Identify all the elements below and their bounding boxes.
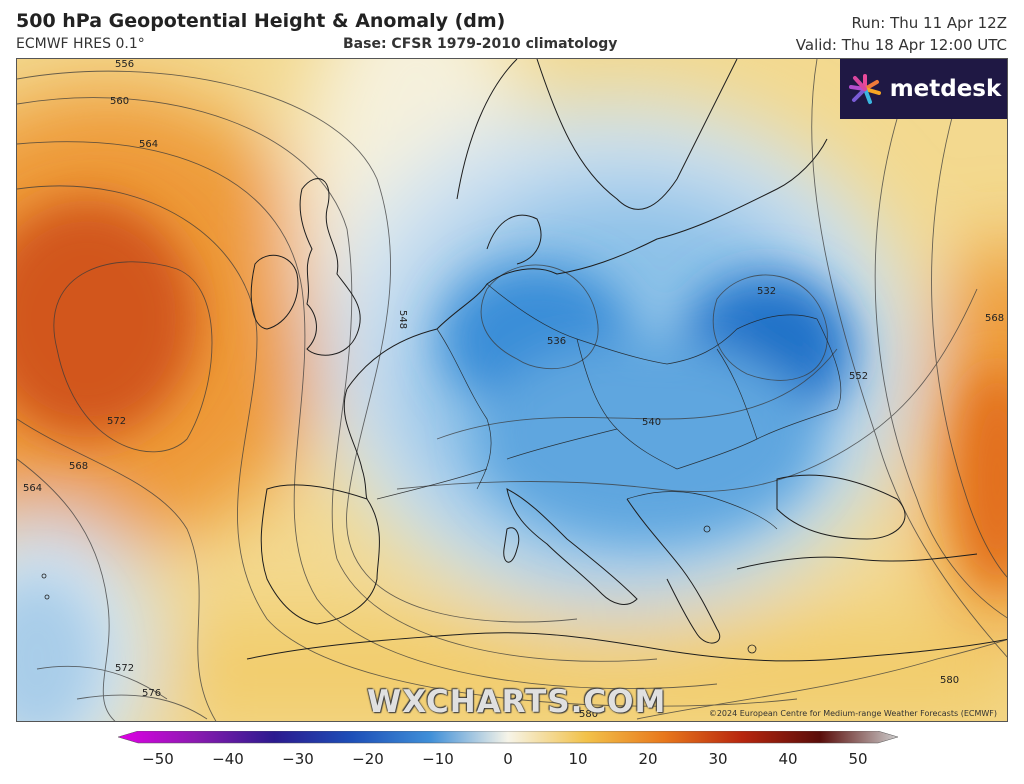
contour-label: 564: [23, 483, 42, 494]
map-canvas: 556 560 564 572 568 564 548 536 532 552 …: [17, 59, 1007, 721]
contour-label: 572: [107, 416, 126, 427]
colorbar-tick: −40: [212, 750, 244, 768]
model-name: ECMWF HRES 0.1°: [16, 36, 145, 52]
colorbar-tick: −10: [422, 750, 454, 768]
weather-map: 556 560 564 572 568 564 548 536 532 552 …: [16, 58, 1008, 722]
contour-label: 548: [397, 310, 408, 329]
contour-label: 540: [642, 417, 661, 428]
contour-label: 580: [579, 709, 598, 720]
run-time: Run: Thu 11 Apr 12Z: [851, 14, 1007, 32]
colorbar-tick: −50: [142, 750, 174, 768]
valid-time: Valid: Thu 18 Apr 12:00 UTC: [795, 36, 1007, 54]
metdesk-logo: metdesk: [840, 59, 1007, 119]
colorbar-tick: 10: [568, 750, 588, 768]
logo-text: metdesk: [889, 76, 1002, 102]
colorbar-tick: 20: [638, 750, 658, 768]
colorbar: −50 −40 −30 −20 −10 0 10 20 30 40 50: [117, 730, 899, 781]
watermark: WXCHARTS.COM: [367, 684, 667, 720]
contour-label: 576: [142, 688, 161, 699]
colorbar-tick: 30: [708, 750, 728, 768]
sparkle-icon: [848, 74, 881, 104]
colorbar-gradient: [117, 730, 899, 744]
colorbar-tick: −30: [282, 750, 314, 768]
anomaly-cores: [17, 199, 1007, 721]
contour-label: 560: [110, 96, 129, 107]
contour-label: 556: [115, 59, 134, 70]
colorbar-tick: −20: [352, 750, 384, 768]
copyright-note: ©2024 European Centre for Medium-range W…: [708, 709, 997, 718]
coastlines: [246, 59, 1007, 662]
contour-label: 568: [985, 313, 1004, 324]
contour-label: 580: [940, 675, 959, 686]
contour-label: 568: [69, 461, 88, 472]
height-contours: [17, 59, 1007, 721]
contour-label: 552: [849, 371, 868, 382]
colorbar-tick: 50: [848, 750, 868, 768]
colorbar-tick: 40: [778, 750, 798, 768]
colorbar-tick: 0: [503, 750, 513, 768]
islands: [41, 525, 757, 654]
contour-label: 532: [757, 286, 776, 297]
contour-label: 564: [139, 139, 158, 150]
country-borders: [376, 283, 842, 530]
contour-label: 536: [547, 336, 566, 347]
contour-labels: 556 560 564 572 568 564 548 536 532 552 …: [23, 59, 1004, 720]
chart-title: 500 hPa Geopotential Height & Anomaly (d…: [16, 10, 506, 32]
contour-label: 572: [115, 663, 134, 674]
climatology-base: Base: CFSR 1979-2010 climatology: [343, 36, 618, 52]
